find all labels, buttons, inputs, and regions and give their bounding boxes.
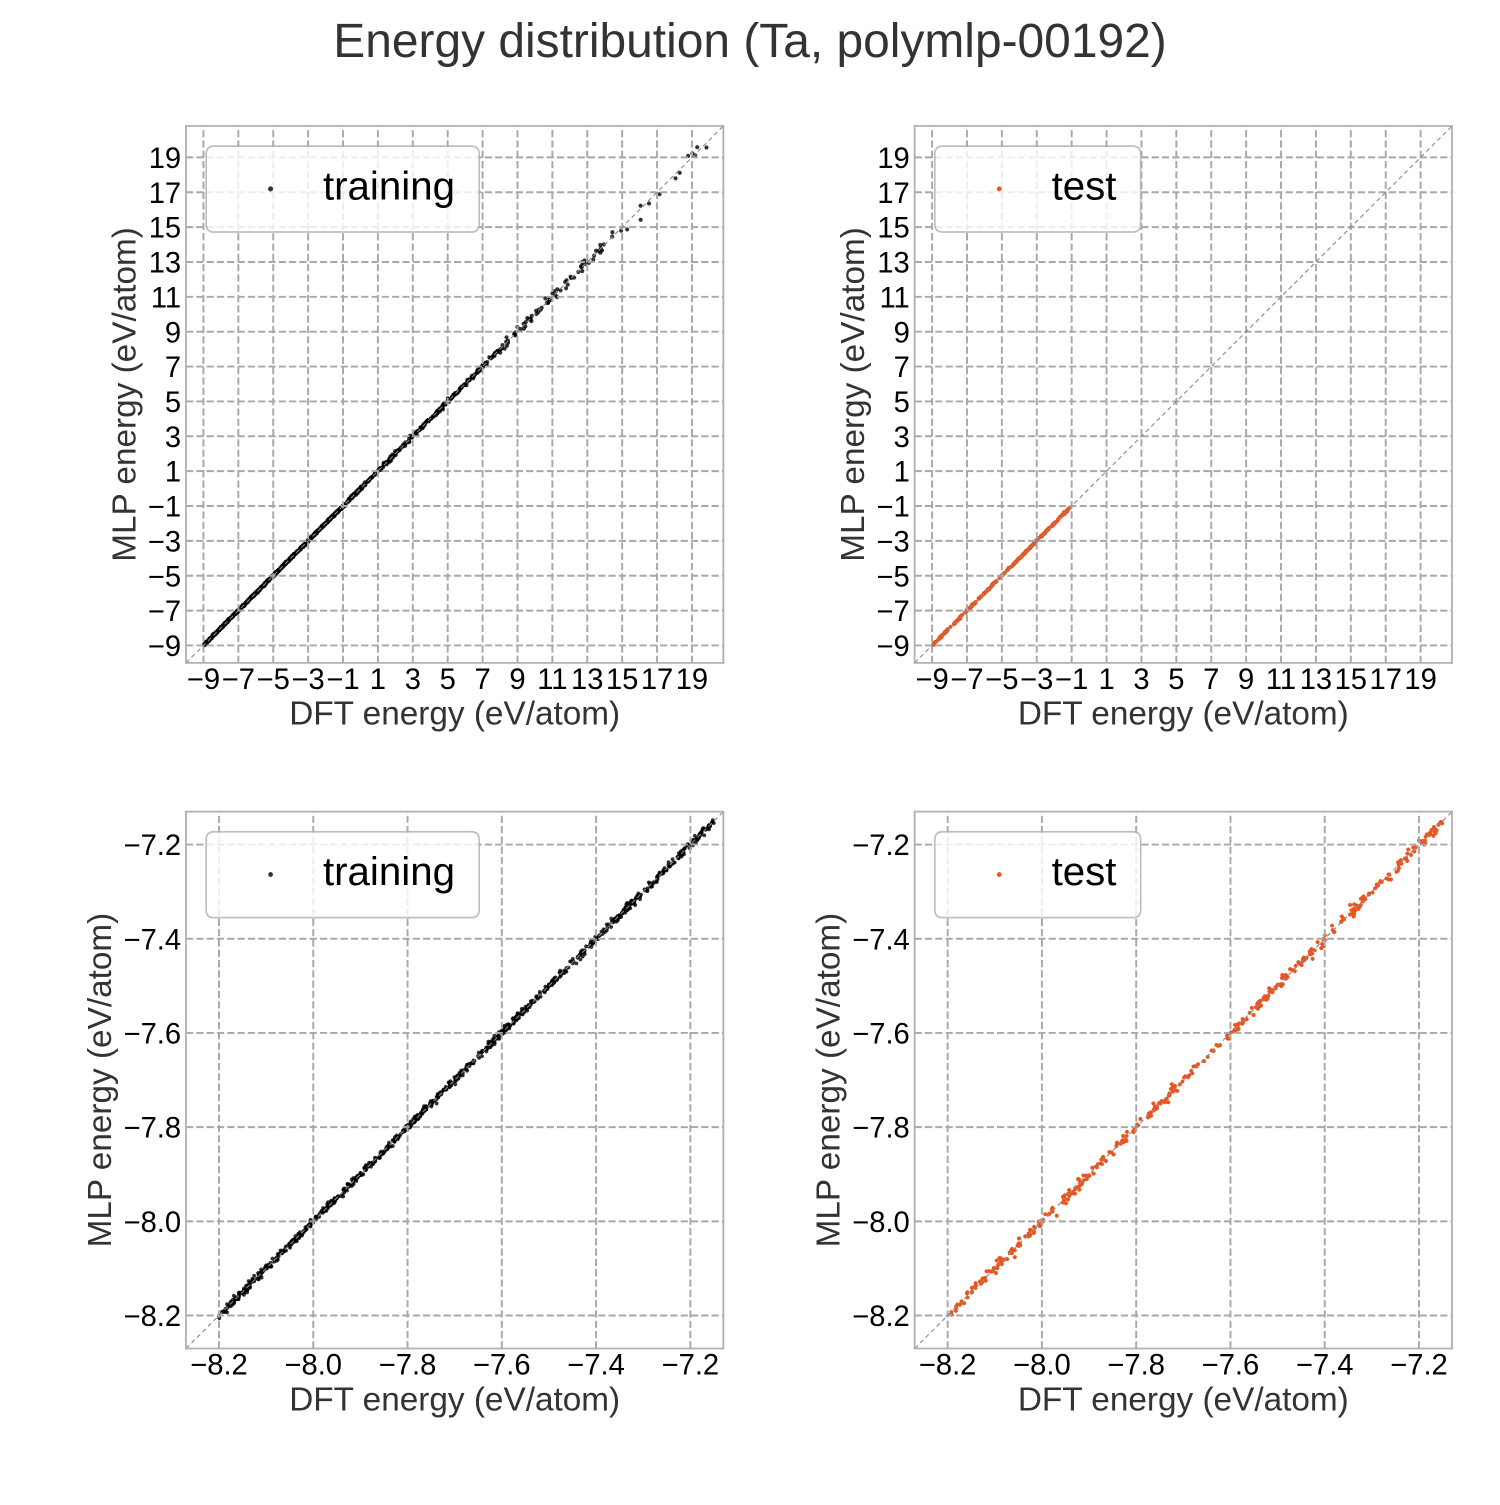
svg-text:9: 9 (1238, 664, 1254, 696)
svg-text:−8.0: −8.0 (124, 1207, 182, 1239)
svg-text:DFT energy (eV/atom): DFT energy (eV/atom) (1018, 696, 1349, 733)
svg-text:−9: −9 (915, 664, 948, 696)
svg-text:−7.4: −7.4 (852, 924, 910, 956)
svg-text:−8.0: −8.0 (852, 1207, 910, 1239)
svg-text:−8.0: −8.0 (284, 1350, 342, 1382)
svg-text:−8.2: −8.2 (190, 1350, 248, 1382)
svg-text:−5: −5 (877, 561, 910, 593)
svg-text:−7.2: −7.2 (1390, 1350, 1448, 1382)
svg-text:15: 15 (877, 213, 909, 245)
svg-text:7: 7 (474, 664, 490, 696)
svg-text:19: 19 (149, 143, 181, 175)
svg-text:−7.4: −7.4 (1296, 1350, 1354, 1382)
svg-text:−7.2: −7.2 (852, 830, 910, 862)
svg-text:DFT energy (eV/atom): DFT energy (eV/atom) (289, 696, 620, 733)
svg-text:−7.6: −7.6 (473, 1350, 531, 1382)
svg-text:test: test (1052, 849, 1117, 894)
svg-text:DFT energy (eV/atom): DFT energy (eV/atom) (1018, 1381, 1349, 1418)
svg-text:−7.6: −7.6 (1202, 1350, 1260, 1382)
svg-text:training: training (323, 163, 455, 208)
svg-text:5: 5 (440, 664, 456, 696)
svg-text:15: 15 (149, 213, 181, 245)
svg-text:DFT energy (eV/atom): DFT energy (eV/atom) (289, 1381, 620, 1418)
svg-text:−1: −1 (148, 492, 181, 524)
svg-text:test: test (1052, 163, 1117, 208)
svg-text:11: 11 (1266, 664, 1296, 696)
svg-text:−3: −3 (877, 526, 910, 558)
svg-text:13: 13 (877, 248, 909, 280)
svg-text:3: 3 (405, 664, 421, 696)
svg-text:17: 17 (1369, 664, 1401, 696)
svg-text:−5: −5 (257, 664, 290, 696)
svg-text:−7: −7 (148, 596, 181, 628)
svg-text:−7.8: −7.8 (1107, 1350, 1165, 1382)
svg-text:−7.4: −7.4 (567, 1350, 625, 1382)
svg-text:9: 9 (509, 664, 525, 696)
svg-text:−7.8: −7.8 (852, 1113, 910, 1145)
svg-text:−9: −9 (187, 664, 220, 696)
svg-text:15: 15 (606, 664, 638, 696)
svg-text:training: training (323, 849, 455, 894)
svg-text:−9: −9 (877, 631, 910, 663)
svg-text:−8.2: −8.2 (919, 1350, 977, 1382)
svg-text:3: 3 (1133, 664, 1149, 696)
svg-text:MLP energy (eV/atom): MLP energy (eV/atom) (835, 227, 872, 562)
svg-text:15: 15 (1335, 664, 1367, 696)
svg-text:−7.6: −7.6 (852, 1019, 910, 1051)
svg-text:7: 7 (1203, 664, 1219, 696)
svg-text:−7.8: −7.8 (124, 1113, 182, 1145)
svg-text:−8.0: −8.0 (1013, 1350, 1071, 1382)
svg-text:1: 1 (894, 457, 910, 489)
svg-text:−7: −7 (222, 664, 255, 696)
svg-text:11: 11 (880, 282, 910, 314)
svg-text:−7.4: −7.4 (124, 924, 182, 956)
svg-text:3: 3 (165, 422, 181, 454)
svg-text:17: 17 (641, 664, 673, 696)
svg-text:−8.2: −8.2 (124, 1301, 182, 1333)
svg-text:−1: −1 (326, 664, 359, 696)
svg-text:−7.6: −7.6 (124, 1019, 182, 1051)
svg-text:19: 19 (877, 143, 909, 175)
svg-text:−3: −3 (148, 526, 181, 558)
svg-text:1: 1 (165, 457, 181, 489)
svg-text:13: 13 (1300, 664, 1332, 696)
svg-text:19: 19 (676, 664, 708, 696)
svg-text:11: 11 (151, 282, 181, 314)
svg-text:7: 7 (165, 352, 181, 384)
svg-text:3: 3 (894, 422, 910, 454)
svg-text:MLP energy (eV/atom): MLP energy (eV/atom) (106, 227, 143, 562)
svg-text:5: 5 (894, 387, 910, 419)
svg-text:5: 5 (1168, 664, 1184, 696)
svg-text:13: 13 (149, 248, 181, 280)
svg-text:−1: −1 (877, 492, 910, 524)
svg-text:−7: −7 (877, 596, 910, 628)
svg-text:17: 17 (877, 178, 909, 210)
svg-text:1: 1 (1098, 664, 1114, 696)
svg-text:−7.8: −7.8 (379, 1350, 437, 1382)
svg-text:MLP energy (eV/atom): MLP energy (eV/atom) (82, 913, 119, 1248)
svg-text:9: 9 (165, 317, 181, 349)
svg-text:−8.2: −8.2 (852, 1301, 910, 1333)
svg-text:−7.2: −7.2 (662, 1350, 720, 1382)
svg-text:13: 13 (571, 664, 603, 696)
svg-text:1: 1 (370, 664, 386, 696)
svg-text:5: 5 (165, 387, 181, 419)
svg-text:−3: −3 (1020, 664, 1053, 696)
svg-text:9: 9 (894, 317, 910, 349)
svg-text:−3: −3 (292, 664, 325, 696)
svg-text:17: 17 (149, 178, 181, 210)
svg-text:−7.2: −7.2 (124, 830, 182, 862)
svg-text:−9: −9 (148, 631, 181, 663)
svg-text:Energy distribution (Ta, polym: Energy distribution (Ta, polymlp-00192) (333, 15, 1166, 68)
svg-text:11: 11 (537, 664, 567, 696)
svg-text:MLP energy (eV/atom): MLP energy (eV/atom) (811, 913, 848, 1248)
svg-text:−5: −5 (985, 664, 1018, 696)
svg-text:−1: −1 (1055, 664, 1088, 696)
svg-text:7: 7 (894, 352, 910, 384)
svg-text:−5: −5 (148, 561, 181, 593)
svg-text:19: 19 (1404, 664, 1436, 696)
svg-text:−7: −7 (950, 664, 983, 696)
